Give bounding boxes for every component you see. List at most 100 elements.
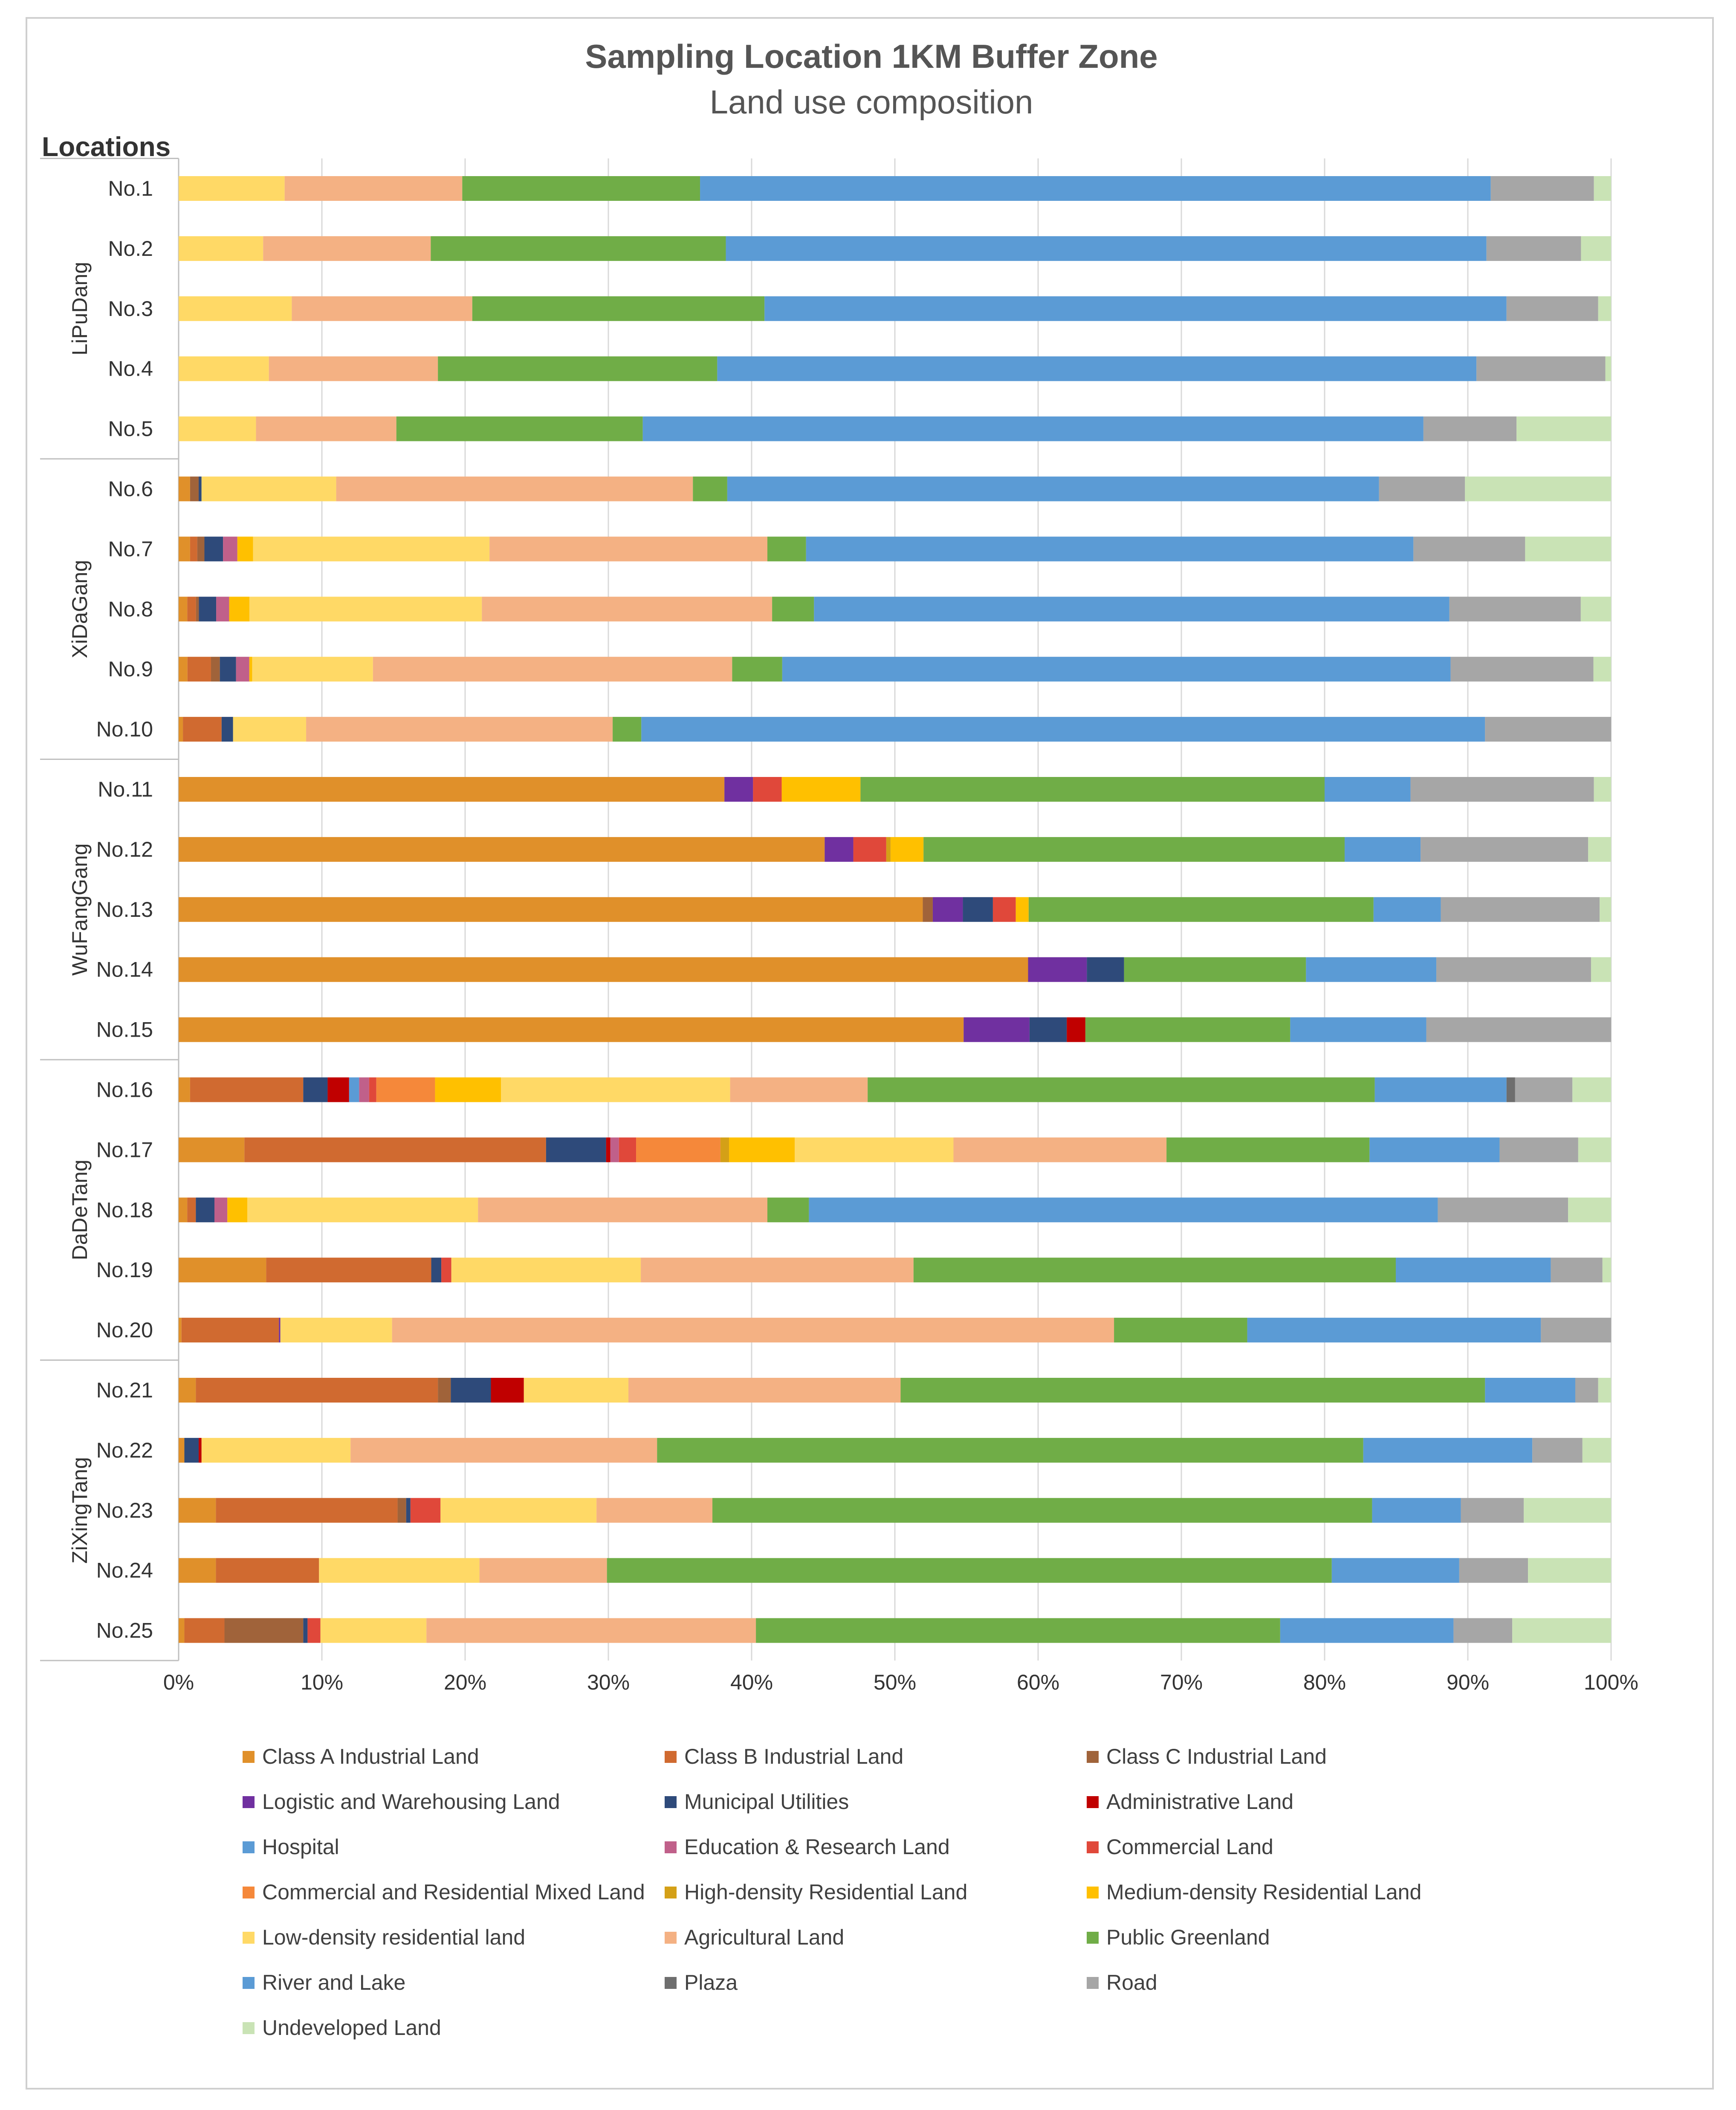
- bar-segment: [179, 1318, 182, 1343]
- legend-swatch: [665, 1887, 677, 1898]
- bar-segment: [712, 1498, 1372, 1523]
- bar-segment: [642, 416, 1424, 441]
- bar-segment: [187, 1197, 196, 1223]
- bar-segment: [900, 1378, 1485, 1403]
- bar-segment: [1594, 777, 1611, 802]
- bar-segment: [179, 597, 188, 622]
- legend-entry: Administrative Land: [1106, 1790, 1293, 1814]
- legend-swatch: [243, 1977, 255, 1989]
- category-label: No.24: [96, 1559, 153, 1582]
- bar-segment: [1575, 1378, 1598, 1403]
- category-label: No.14: [96, 958, 153, 982]
- bar-segment: [782, 657, 1451, 682]
- x-tick-labels: 0% 10% 20% 30% 40% 50% 60% 70% 80% 90% 100%: [163, 1670, 1638, 1694]
- bar-segment: [1449, 597, 1581, 622]
- bar-segment: [244, 1137, 546, 1162]
- bar-segment: [196, 1378, 438, 1403]
- chart-frame: Sampling Location 1KM Buffer Zone Land u…: [26, 17, 1714, 2090]
- bar-segment: [292, 296, 472, 321]
- bar-segment: [179, 1618, 185, 1643]
- bar-segment: [179, 356, 269, 381]
- category-label: No.7: [108, 537, 153, 561]
- x-tick-label: 10%: [301, 1670, 343, 1694]
- bar-segment: [1379, 476, 1465, 501]
- bar-segment: [478, 1197, 767, 1223]
- bar-segment: [1325, 777, 1411, 802]
- legend-swatch: [243, 1932, 255, 1944]
- bar-segment: [229, 597, 249, 622]
- bar-segment: [1280, 1618, 1454, 1643]
- legend-swatch: [1087, 1887, 1099, 1898]
- bars: [179, 176, 1611, 1643]
- category-label: No.1: [108, 177, 153, 200]
- legend-swatch: [1087, 1932, 1099, 1944]
- bar-segment: [1459, 1558, 1528, 1583]
- bar-segment: [220, 657, 236, 682]
- bar-segment: [992, 897, 1016, 922]
- bar-segment: [320, 1618, 427, 1643]
- bar-segment: [179, 1438, 185, 1463]
- bar-segment: [216, 597, 229, 622]
- x-tick-label: 30%: [587, 1670, 630, 1694]
- bar-segment: [179, 1137, 245, 1162]
- bar-segment: [236, 657, 249, 682]
- bar-segment: [1395, 1258, 1551, 1283]
- bar-segment: [1306, 957, 1437, 982]
- bar-segment: [179, 1197, 188, 1223]
- bar-segment: [923, 837, 1345, 862]
- bar-segment: [641, 717, 1485, 742]
- bar-segment: [610, 1137, 619, 1162]
- bar-segment: [1423, 416, 1517, 441]
- bar-segment: [814, 597, 1450, 622]
- bar-segment: [184, 1438, 199, 1463]
- bar-segment: [179, 176, 285, 201]
- bar-segment: [1568, 1197, 1611, 1223]
- bar-segment: [1541, 1318, 1611, 1343]
- bar-segment: [1516, 416, 1611, 441]
- legend-entry: Logistic and Warehousing Land: [262, 1790, 560, 1814]
- legend-swatch: [1087, 1751, 1099, 1763]
- x-tick-label: 20%: [444, 1670, 486, 1694]
- legend-entry: Medium-density Residential Land: [1106, 1880, 1421, 1904]
- bar-segment: [223, 536, 237, 562]
- category-label: No.13: [96, 898, 153, 922]
- bar-segment: [441, 1258, 451, 1283]
- bar-segment: [249, 597, 482, 622]
- legend-entry: Undeveloped Land: [262, 2016, 441, 2040]
- bar-segment: [1476, 356, 1606, 381]
- bar-segment: [1438, 1197, 1568, 1223]
- legend-entry: Low-density residential land: [262, 1925, 525, 1949]
- bar-segment: [546, 1137, 606, 1162]
- bar-segment: [1421, 837, 1588, 862]
- category-label: No.12: [96, 838, 153, 861]
- bar-segment: [214, 1197, 228, 1223]
- bar-segment: [253, 536, 490, 562]
- x-tick-label: 60%: [1017, 1670, 1059, 1694]
- bar-segment: [501, 1077, 730, 1102]
- bar-segment: [730, 1077, 868, 1102]
- category-labels: No.1 No.2 No.3 No.4 No.5 No.6 No.7 No.8 No.9 No.1…: [96, 177, 153, 1643]
- bar-segment: [435, 1077, 501, 1102]
- x-tick-label: 100%: [1584, 1670, 1638, 1694]
- bar-segment: [806, 536, 1414, 562]
- bar-segment: [196, 597, 199, 622]
- bar-segment: [451, 1258, 641, 1283]
- bar-segment: [284, 176, 463, 201]
- bar-segment: [184, 1618, 225, 1643]
- bar-segment: [1600, 897, 1611, 922]
- bar-segment: [1506, 296, 1598, 321]
- category-label: No.21: [96, 1378, 153, 1402]
- category-label: No.11: [98, 777, 153, 801]
- bar-segment: [183, 717, 222, 742]
- bar-segment: [1436, 957, 1591, 982]
- bar-segment: [1345, 837, 1421, 862]
- legend-swatch: [1087, 1796, 1099, 1808]
- bar-segment: [336, 476, 693, 501]
- bar-segment: [279, 1318, 281, 1343]
- bar-segment: [1028, 957, 1087, 982]
- bar-segment: [1426, 1017, 1611, 1042]
- legend-entry: River and Lake: [262, 1971, 405, 1994]
- bar-segment: [179, 536, 190, 562]
- legend-entry: Class C Industrial Land: [1106, 1745, 1327, 1768]
- bar-segment: [1512, 1618, 1611, 1643]
